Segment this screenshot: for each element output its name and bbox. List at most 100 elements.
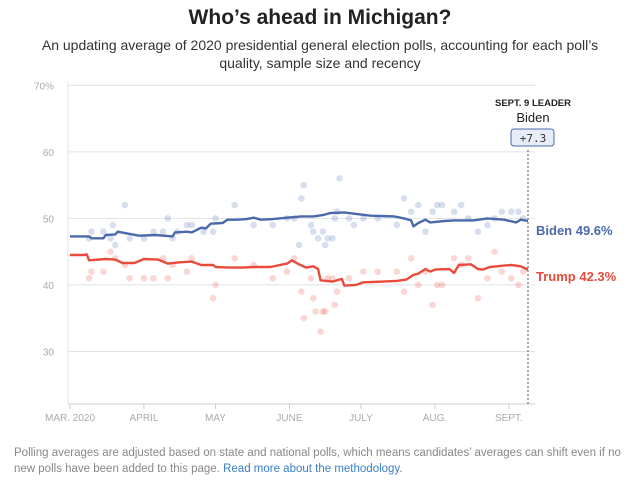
x-axis: MAR. 2020 APRIL MAY JUNE JULY AUG. SEPT. [45, 404, 523, 424]
trump-poll-dot [85, 274, 93, 282]
x-tick-label: MAY [205, 413, 226, 424]
biden-poll-dot [484, 221, 491, 229]
biden-poll-dot [150, 228, 157, 235]
polling-average-chart: 30 40 50 60 70% MAR. 2020 APRIL MAY JUNE JULY AUG… [34, 81, 617, 424]
trump-poll-dot [312, 308, 319, 315]
trump-end-label: Trump 42.3% [536, 269, 617, 284]
trump-poll-dot [310, 294, 317, 302]
trump-poll-dot [434, 281, 441, 289]
trump-poll-dot [465, 255, 472, 262]
trump-poll-dot [515, 281, 522, 289]
trump-poll-dot [126, 274, 133, 282]
y-tick-label: 30 [43, 347, 55, 358]
biden-poll-dot [307, 221, 315, 229]
footnote-text: Polling averages are adjusted based on s… [14, 447, 621, 475]
biden-poll-dot [324, 235, 331, 242]
biden-poll-dot [422, 228, 429, 235]
trump-poll-dot [484, 274, 491, 282]
x-tick-label: AUG. [423, 413, 447, 424]
biden-poll-dot [336, 175, 343, 182]
x-tick-label: JUNE [276, 413, 302, 424]
biden-poll-dot [112, 241, 119, 249]
biden-poll-dot [109, 221, 117, 229]
biden-poll-dot [269, 221, 277, 229]
trump-poll-dot [414, 281, 422, 289]
x-tick-label: MAR. 2020 [45, 413, 95, 424]
biden-poll-dot [121, 201, 129, 209]
biden-poll-dot [508, 208, 515, 216]
biden-poll-dot [321, 241, 329, 249]
biden-poll-dot [319, 228, 327, 235]
biden-poll-dot [360, 215, 367, 222]
biden-poll-dot [498, 208, 506, 216]
biden-poll-dot [126, 235, 133, 242]
trump-poll-dot [188, 255, 195, 262]
biden-poll-dot [295, 241, 303, 249]
biden-poll-dot [231, 201, 238, 209]
trump-poll-dot [519, 268, 527, 275]
biden-poll-dot [515, 208, 522, 216]
trump-poll-dot [183, 268, 191, 275]
biden-poll-dot [350, 221, 358, 229]
biden-poll-dot [331, 215, 339, 222]
biden-poll-dot [212, 215, 219, 222]
trump-poll-dot [317, 328, 324, 335]
leader-name: Biden [516, 110, 549, 125]
trump-poll-dot [321, 308, 329, 315]
trump-poll-dot [231, 255, 238, 262]
trump-poll-dot [450, 255, 458, 262]
y-tick-label: 70% [34, 81, 54, 92]
average-lines [70, 211, 529, 287]
biden-poll-dot [438, 201, 446, 209]
footnote: Polling averages are adjusted based on s… [14, 445, 624, 477]
biden-poll-dot [414, 201, 422, 209]
y-tick-label: 40 [43, 281, 55, 292]
trump-poll-dot [300, 314, 308, 322]
biden-poll-dot [298, 195, 305, 202]
trump-poll-dot [107, 248, 114, 255]
trump-poll-dot [298, 288, 305, 295]
trump-poll-dot [508, 274, 515, 282]
trump-poll-dot [209, 294, 217, 302]
biden-poll-dot [314, 235, 322, 242]
biden-poll-dot [450, 208, 458, 216]
leader-margin: +7.3 [520, 132, 547, 145]
biden-poll-dot [200, 228, 207, 235]
y-tick-label: 60 [43, 148, 55, 159]
trump-poll-dot [429, 301, 436, 309]
trump-poll-dot [491, 248, 498, 255]
chart-subtitle: An updating average of 2020 presidential… [41, 37, 599, 71]
trump-poll-dot [140, 274, 148, 282]
trump-poll-dot [498, 268, 506, 275]
trump-poll-dot [407, 255, 415, 262]
trump-poll-dot [393, 268, 401, 275]
trump-average-line [70, 253, 529, 287]
trump-poll-dot [374, 268, 382, 275]
biden-poll-dot [457, 201, 465, 209]
biden-poll-dot [164, 215, 172, 222]
y-axis: 30 40 50 60 70% [34, 81, 54, 358]
trump-poll-dot [333, 288, 341, 295]
biden-poll-dot [88, 228, 95, 235]
trump-poll-dot [212, 281, 219, 289]
biden-average-line [70, 211, 529, 240]
trump-poll-dot [360, 268, 367, 275]
trump-poll-dot [150, 274, 157, 282]
trump-poll-dot [438, 281, 446, 289]
biden-end-label: Biden 49.6% [536, 223, 613, 238]
biden-poll-dot [393, 221, 401, 229]
biden-poll-dot [159, 228, 167, 235]
x-tick-label: SEPT. [495, 413, 523, 424]
x-tick-label: JULY [349, 413, 373, 424]
biden-poll-dot [188, 221, 195, 229]
methodology-link[interactable]: Read more about the methodology. [223, 463, 403, 475]
trump-poll-dot [283, 268, 291, 275]
grid-layer [67, 81, 535, 405]
biden-poll-dot [300, 181, 308, 189]
biden-poll-dot [310, 228, 317, 235]
trump-poll-dot [100, 268, 107, 275]
biden-poll-dot [100, 228, 107, 235]
leader-heading: SEPT. 9 LEADER [495, 98, 571, 109]
trump-poll-dot [400, 288, 408, 295]
trump-poll-dot [474, 294, 482, 302]
